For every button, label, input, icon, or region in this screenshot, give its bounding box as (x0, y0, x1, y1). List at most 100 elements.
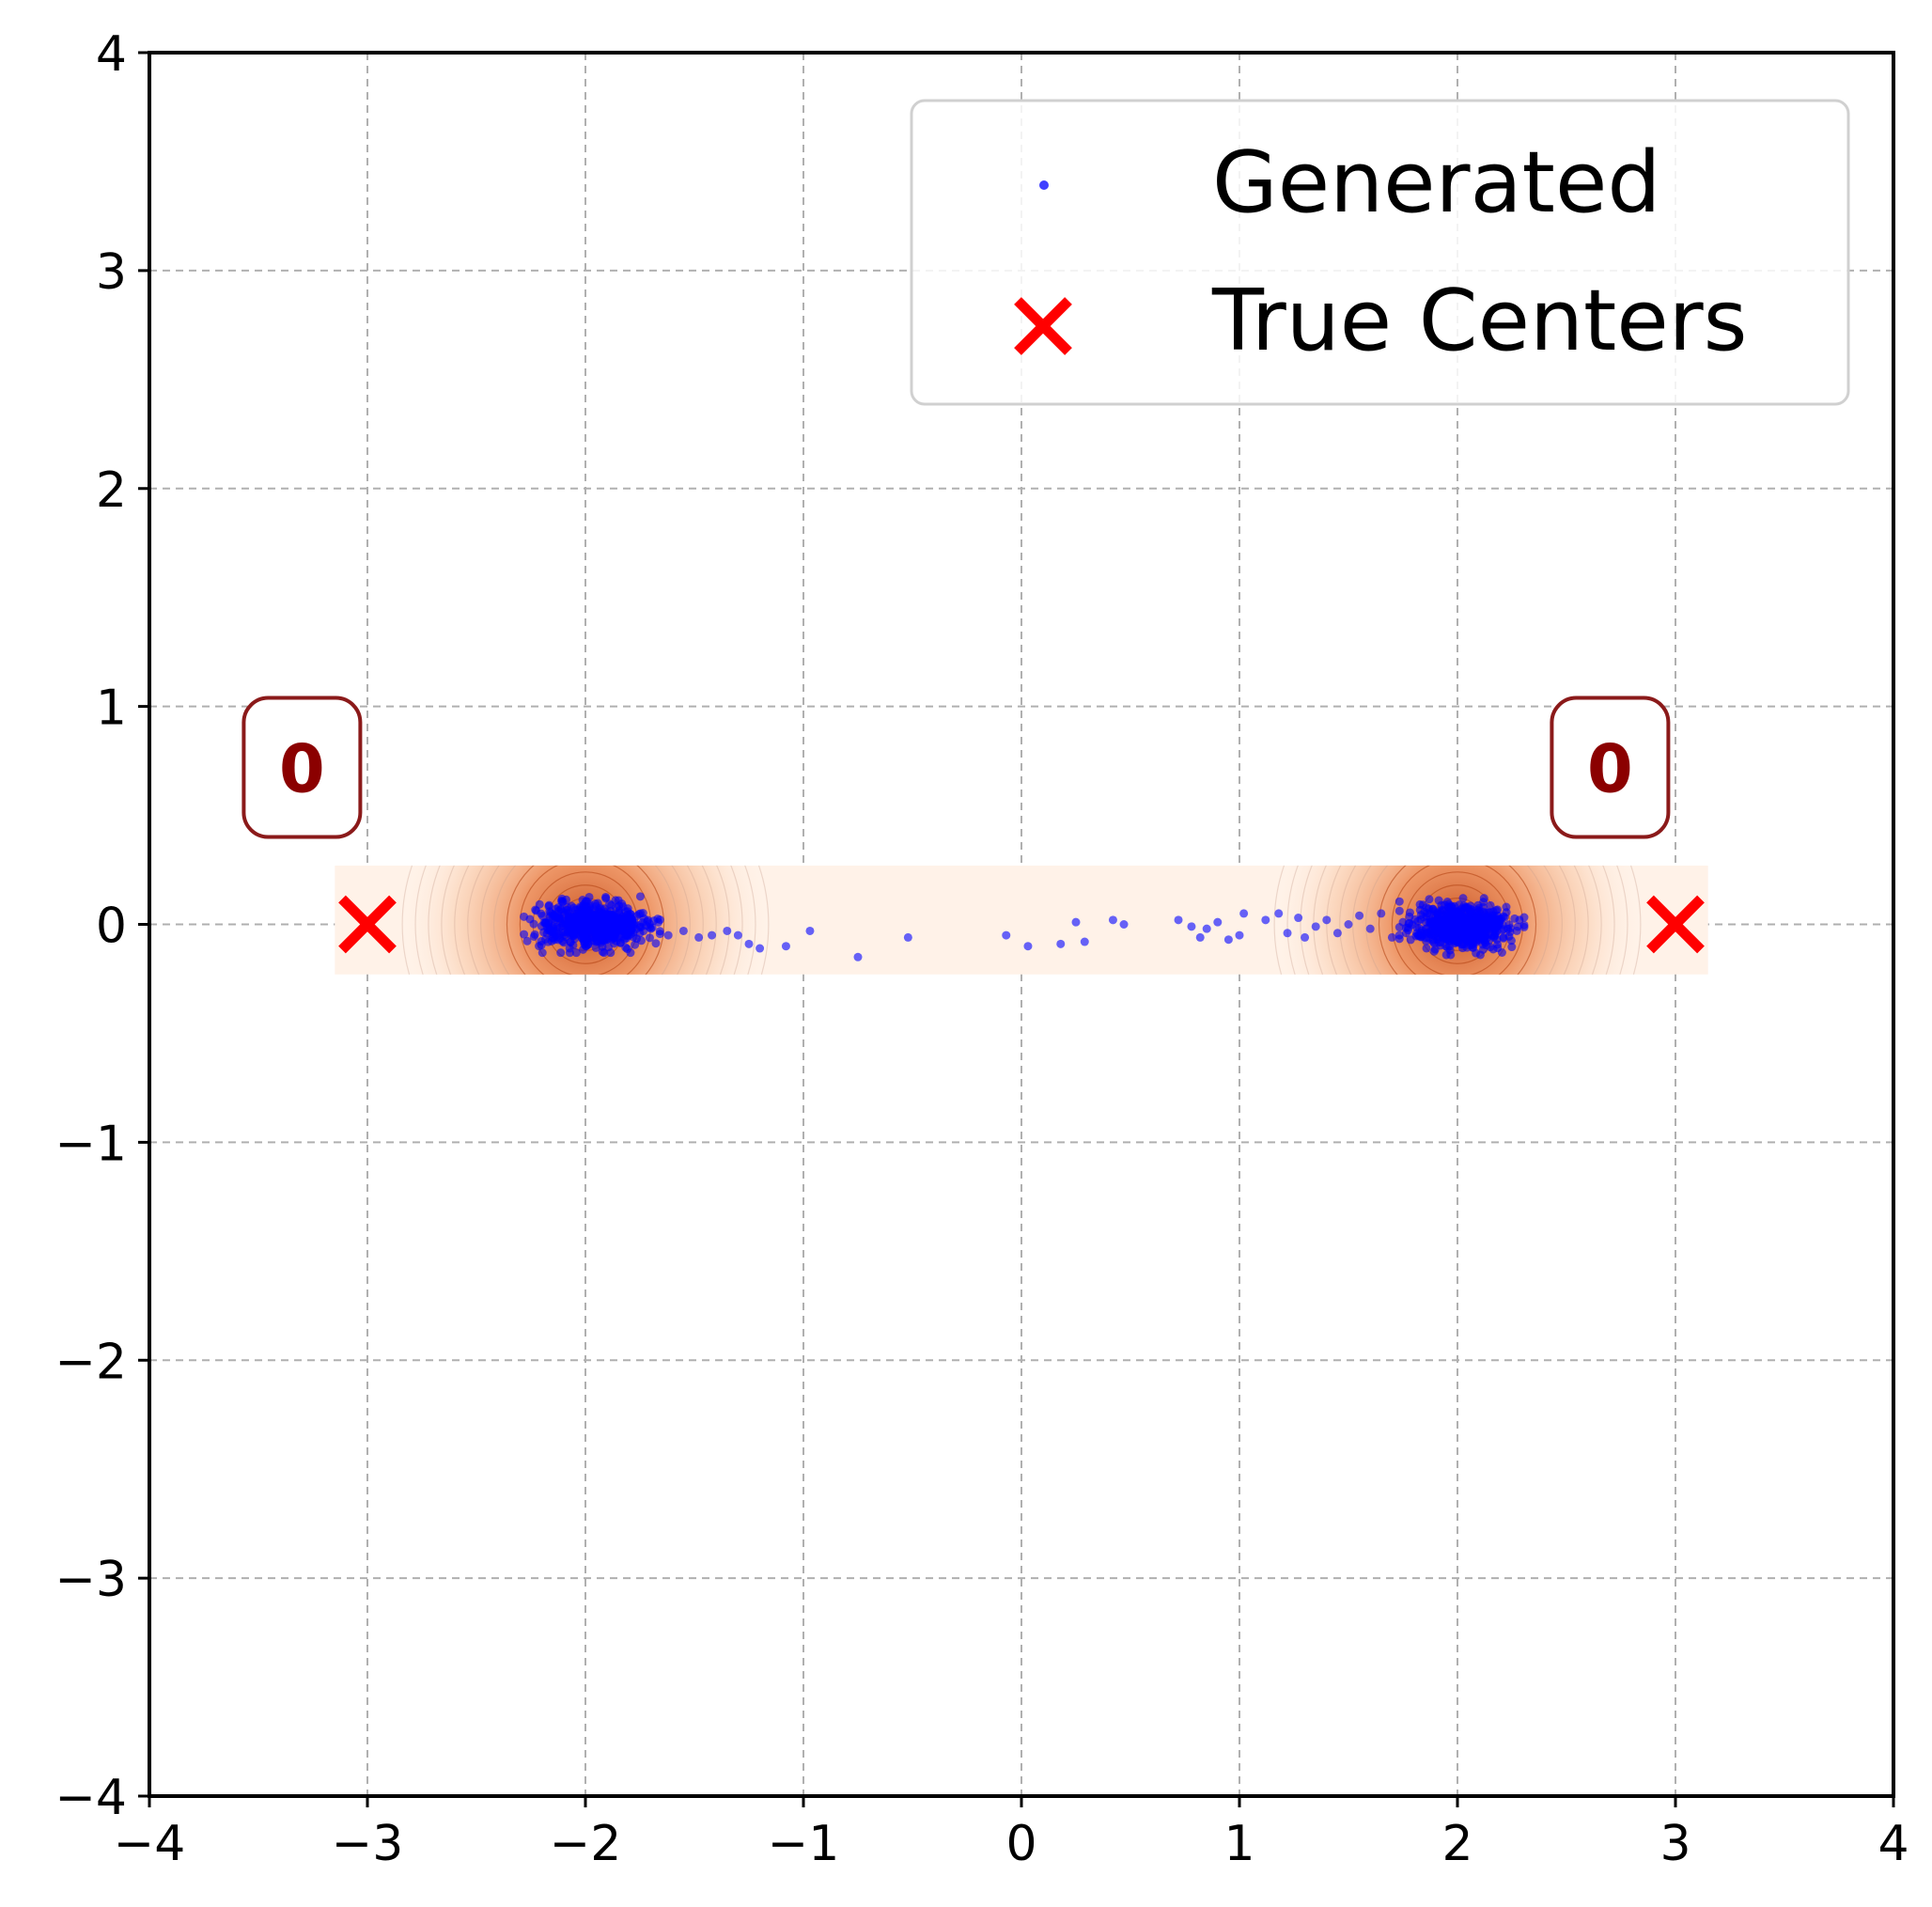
density-contour (1326, 865, 1589, 975)
count-annotation-box (242, 696, 363, 839)
data-point (1477, 917, 1487, 927)
data-point (1235, 930, 1244, 940)
data-point (581, 928, 590, 937)
data-point (549, 914, 558, 923)
data-point (529, 931, 538, 941)
data-point (1519, 920, 1529, 930)
density-contour (1352, 865, 1563, 975)
data-point (614, 932, 623, 942)
data-point (903, 932, 912, 942)
data-point (635, 892, 645, 901)
data-point (1473, 900, 1483, 910)
legend-true-centers-label: True Centers (1211, 272, 1748, 370)
y-tick-label: −4 (55, 1770, 127, 1826)
y-tick-label: 4 (96, 26, 127, 83)
data-point (654, 917, 663, 927)
data-point (535, 942, 544, 951)
data-point (1505, 924, 1515, 933)
data-point (1425, 895, 1434, 904)
data-point (556, 905, 566, 914)
data-point (630, 918, 639, 928)
data-point (1446, 901, 1456, 911)
density-contour (480, 865, 691, 975)
true-centers (338, 895, 1705, 954)
y-tick-label: −2 (55, 1334, 127, 1390)
y-tick-label: −1 (55, 1116, 127, 1172)
true-center-marker (338, 895, 397, 954)
x-tick-label: −3 (332, 1816, 404, 1872)
density-contour (1339, 865, 1576, 975)
data-point (1436, 932, 1445, 942)
data-point (1481, 924, 1490, 933)
data-point (647, 924, 656, 933)
data-point (549, 933, 558, 943)
data-point (1365, 924, 1375, 933)
data-point (538, 948, 547, 958)
legend: Generated True Centers (910, 99, 1850, 406)
density-contour (1273, 865, 1642, 975)
data-point (1398, 917, 1408, 927)
data-point (537, 909, 546, 918)
data-point (744, 939, 754, 948)
data-point (626, 930, 635, 939)
density-contour (414, 865, 756, 975)
data-point (1493, 940, 1503, 949)
data-point (733, 930, 742, 940)
data-point (583, 897, 592, 906)
data-point (602, 907, 612, 916)
density-contour (428, 865, 743, 975)
data-point (1512, 926, 1521, 935)
y-tick-label: 1 (96, 680, 127, 737)
data-point (1499, 925, 1508, 934)
density-contour (506, 865, 665, 975)
data-point (589, 936, 599, 946)
x-tick-label: −1 (768, 1816, 840, 1872)
data-point (520, 912, 529, 921)
data-point (1500, 913, 1509, 922)
data-point (1223, 935, 1233, 945)
data-point (522, 936, 532, 946)
data-point (598, 942, 607, 951)
data-point (1478, 912, 1488, 921)
data-point (1294, 914, 1303, 923)
data-point (626, 948, 635, 958)
data-point (1472, 948, 1481, 958)
data-point (578, 945, 587, 954)
data-point (1488, 917, 1498, 927)
data-point (597, 928, 606, 937)
count-annotation-box (1550, 696, 1671, 839)
data-point (1430, 945, 1440, 954)
density-contour (467, 865, 704, 975)
data-point (1401, 929, 1410, 938)
data-point (781, 942, 790, 951)
data-point (1510, 914, 1519, 923)
data-point (1261, 915, 1270, 925)
data-point (1311, 922, 1320, 931)
y-tick-label: 2 (96, 462, 127, 519)
data-point (1394, 897, 1404, 906)
data-point (651, 939, 661, 948)
data-point (606, 948, 615, 958)
data-point (539, 928, 549, 937)
data-point (1411, 931, 1421, 941)
data-point (572, 917, 582, 927)
data-point (1453, 917, 1462, 927)
data-point (539, 918, 549, 928)
data-point (520, 930, 529, 939)
data-point (1458, 894, 1468, 903)
data-point (1412, 923, 1422, 932)
count-annotation-label: 0 (1587, 731, 1633, 808)
data-point (1457, 924, 1467, 933)
data-point (555, 933, 565, 943)
data-point (1405, 908, 1414, 917)
data-point (1415, 899, 1425, 909)
y-tick-label: 0 (96, 899, 127, 955)
data-point (1489, 932, 1499, 942)
data-point (1443, 930, 1453, 940)
data-point (545, 907, 554, 916)
generated-points (520, 892, 1529, 961)
x-tick-label: 4 (1877, 1816, 1909, 1872)
data-point (556, 948, 566, 958)
data-point (663, 930, 673, 940)
